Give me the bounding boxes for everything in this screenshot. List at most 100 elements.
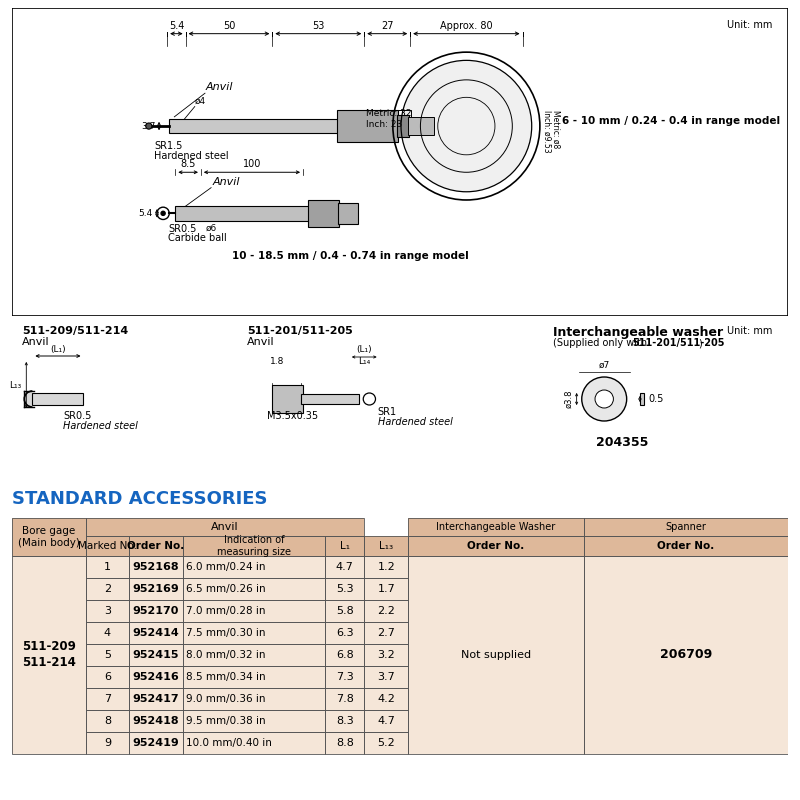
Text: 204355: 204355 <box>597 436 649 449</box>
Text: 5.3: 5.3 <box>336 584 354 594</box>
Text: 8.8: 8.8 <box>336 738 354 748</box>
Text: 1: 1 <box>104 562 111 572</box>
Bar <box>326 600 364 622</box>
Bar <box>86 710 130 732</box>
Bar <box>326 710 364 732</box>
Bar <box>86 600 130 622</box>
Bar <box>130 644 182 666</box>
Bar <box>364 556 408 578</box>
Text: Anvil: Anvil <box>22 337 50 347</box>
Text: Unit: mm: Unit: mm <box>726 326 772 336</box>
Bar <box>182 732 326 754</box>
Text: 1.7: 1.7 <box>378 584 395 594</box>
Bar <box>364 666 408 688</box>
Bar <box>408 117 434 135</box>
Text: Metric: 32: Metric: 32 <box>366 110 412 118</box>
Text: 511-201/511-205: 511-201/511-205 <box>632 338 724 348</box>
Text: 5: 5 <box>104 650 111 660</box>
Text: Unit: mm: Unit: mm <box>726 20 772 30</box>
Text: (L₁): (L₁) <box>357 345 372 354</box>
Circle shape <box>161 211 165 215</box>
Bar <box>86 578 130 600</box>
Text: 9.0 mm/0.36 in: 9.0 mm/0.36 in <box>186 694 265 704</box>
Text: 7: 7 <box>104 694 111 704</box>
Text: Bore gage
(Main body): Bore gage (Main body) <box>18 526 80 548</box>
Text: Metric: ø8
Inch: ø9.53: Metric: ø8 Inch: ø9.53 <box>542 110 561 153</box>
Text: Anvil: Anvil <box>206 82 234 92</box>
Text: 3.7: 3.7 <box>378 672 395 682</box>
Bar <box>182 556 326 578</box>
Bar <box>86 644 130 666</box>
Bar <box>130 666 182 688</box>
Text: (Supplied only with: (Supplied only with <box>553 338 650 348</box>
Bar <box>86 622 130 644</box>
Text: 8.3: 8.3 <box>336 716 354 726</box>
Text: 952414: 952414 <box>133 628 179 638</box>
Bar <box>364 710 408 732</box>
Text: ø4: ø4 <box>194 97 206 106</box>
Text: 1.8: 1.8 <box>270 357 285 366</box>
Bar <box>326 644 364 666</box>
Bar <box>182 666 326 688</box>
Bar <box>86 644 130 666</box>
Bar <box>364 556 408 578</box>
Text: 2.2: 2.2 <box>378 606 395 616</box>
Text: Anvil: Anvil <box>247 337 274 347</box>
Text: SR0.5: SR0.5 <box>63 411 91 421</box>
Bar <box>301 394 359 404</box>
Bar <box>130 600 182 622</box>
Bar <box>364 536 408 556</box>
Bar <box>364 600 408 622</box>
Text: 511-209/511-214: 511-209/511-214 <box>22 326 129 336</box>
Text: 7.8: 7.8 <box>336 694 354 704</box>
Text: Order No.: Order No. <box>127 541 185 551</box>
Text: 2.7: 2.7 <box>378 628 395 638</box>
Text: Inch: 23: Inch: 23 <box>366 119 402 129</box>
Text: 7.3: 7.3 <box>336 672 354 682</box>
Bar <box>86 666 130 688</box>
Text: M3.5x0.35: M3.5x0.35 <box>267 411 318 421</box>
Text: 5.8: 5.8 <box>336 606 354 616</box>
Text: Carbide ball: Carbide ball <box>168 233 227 243</box>
Bar <box>272 385 303 413</box>
Text: 8.0 mm/0.32 in: 8.0 mm/0.32 in <box>186 650 265 660</box>
Text: 6.0 mm/0.24 in: 6.0 mm/0.24 in <box>186 562 265 572</box>
Bar <box>326 600 364 622</box>
Bar <box>326 556 364 578</box>
Text: 952419: 952419 <box>133 738 179 748</box>
Bar <box>408 536 584 556</box>
Bar <box>86 518 364 536</box>
Bar <box>130 600 182 622</box>
Bar <box>130 688 182 710</box>
Text: 4: 4 <box>104 628 111 638</box>
Text: Hardened steel: Hardened steel <box>63 421 138 431</box>
Bar <box>182 536 326 556</box>
Bar <box>86 710 130 732</box>
Text: Anvil: Anvil <box>211 522 238 532</box>
Bar <box>584 556 788 754</box>
Text: 10.0 mm/0.40 in: 10.0 mm/0.40 in <box>186 738 271 748</box>
Text: (L₁): (L₁) <box>50 345 66 354</box>
Bar <box>338 203 358 223</box>
Bar <box>86 556 130 578</box>
Bar <box>182 600 326 622</box>
Bar <box>326 578 364 600</box>
Bar <box>130 732 182 754</box>
Bar <box>182 622 326 644</box>
Text: 4.7: 4.7 <box>378 716 395 726</box>
Bar <box>86 536 130 556</box>
Text: Marked No.: Marked No. <box>78 541 137 551</box>
Text: 2: 2 <box>104 584 111 594</box>
Circle shape <box>401 60 532 192</box>
Bar <box>640 393 644 405</box>
Bar <box>408 556 584 754</box>
Text: 5.4: 5.4 <box>138 209 153 218</box>
Bar <box>408 556 584 754</box>
Text: 6 - 10 mm / 0.24 - 0.4 in range model: 6 - 10 mm / 0.24 - 0.4 in range model <box>562 116 781 126</box>
Text: L₁₄: L₁₄ <box>358 357 370 366</box>
Bar <box>408 518 584 536</box>
Bar <box>182 578 326 600</box>
Text: Not supplied: Not supplied <box>461 650 531 660</box>
Bar <box>326 666 364 688</box>
Text: 952415: 952415 <box>133 650 179 660</box>
